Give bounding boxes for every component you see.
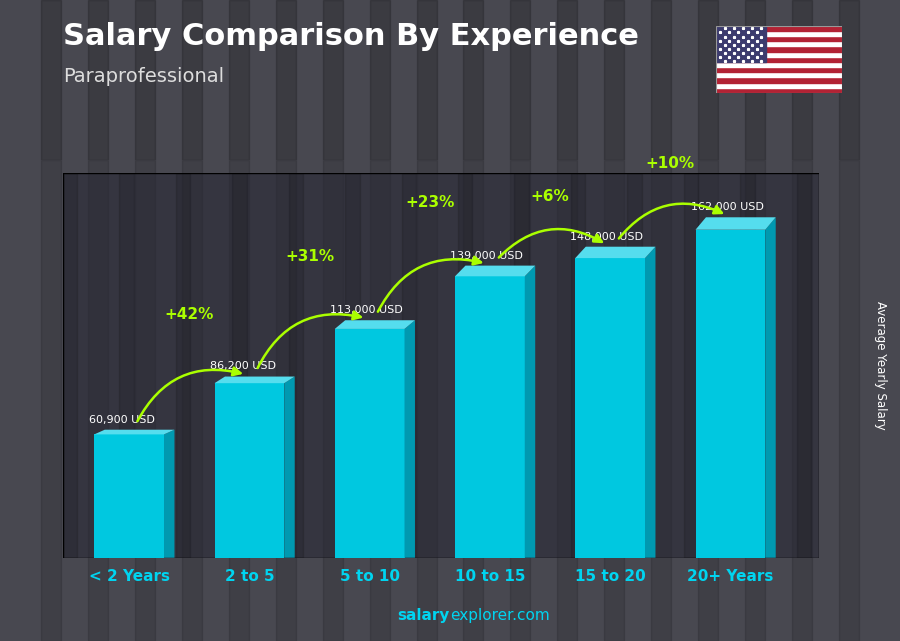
Bar xyxy=(335,329,404,558)
Text: 86,200 USD: 86,200 USD xyxy=(210,362,275,372)
Bar xyxy=(696,229,765,558)
Polygon shape xyxy=(525,265,535,558)
Bar xyxy=(229,160,248,641)
Bar xyxy=(716,41,842,46)
Bar xyxy=(176,173,190,558)
Bar xyxy=(716,46,842,51)
Bar xyxy=(135,0,155,160)
Bar xyxy=(214,383,284,558)
Bar xyxy=(370,160,390,641)
Text: explorer.com: explorer.com xyxy=(450,608,550,623)
Text: Salary Comparison By Experience: Salary Comparison By Experience xyxy=(63,22,639,51)
Bar xyxy=(716,88,842,93)
Bar xyxy=(510,160,530,641)
Polygon shape xyxy=(94,429,175,435)
Polygon shape xyxy=(214,376,294,383)
Text: +10%: +10% xyxy=(645,156,695,171)
Bar xyxy=(464,0,483,160)
Bar xyxy=(370,0,390,160)
Text: Average Yearly Salary: Average Yearly Salary xyxy=(874,301,886,429)
Bar xyxy=(792,160,812,641)
Bar xyxy=(792,0,812,160)
Text: 113,000 USD: 113,000 USD xyxy=(330,305,402,315)
Bar xyxy=(417,0,436,160)
Bar xyxy=(458,173,473,558)
Polygon shape xyxy=(335,320,415,329)
Bar xyxy=(571,173,585,558)
Bar xyxy=(401,173,416,558)
Bar xyxy=(232,173,247,558)
Bar xyxy=(796,173,811,558)
Bar xyxy=(120,173,134,558)
Bar xyxy=(652,0,671,160)
Text: 139,000 USD: 139,000 USD xyxy=(450,251,523,260)
Text: Paraprofessional: Paraprofessional xyxy=(63,67,224,87)
Bar xyxy=(716,56,842,62)
Bar xyxy=(229,0,248,160)
Bar xyxy=(88,160,108,641)
Polygon shape xyxy=(645,247,655,558)
Bar xyxy=(63,173,77,558)
Bar xyxy=(322,160,343,641)
Bar xyxy=(605,0,625,160)
Bar xyxy=(515,173,529,558)
Bar xyxy=(575,258,645,558)
Text: +23%: +23% xyxy=(405,195,454,210)
Text: 162,000 USD: 162,000 USD xyxy=(690,202,763,212)
Bar xyxy=(716,26,766,62)
Bar xyxy=(135,160,155,641)
Bar xyxy=(557,0,578,160)
Bar xyxy=(652,160,671,641)
Bar xyxy=(464,160,483,641)
FancyBboxPatch shape xyxy=(63,173,819,558)
Polygon shape xyxy=(284,376,294,558)
Bar xyxy=(716,31,842,36)
Bar xyxy=(745,160,765,641)
Bar xyxy=(322,0,343,160)
Bar xyxy=(839,0,860,160)
Bar xyxy=(716,62,842,67)
Bar xyxy=(698,160,718,641)
Bar xyxy=(417,160,436,641)
Bar xyxy=(40,160,61,641)
Bar xyxy=(289,173,303,558)
Bar xyxy=(275,0,295,160)
Bar xyxy=(605,160,625,641)
Bar xyxy=(40,0,61,160)
Bar xyxy=(455,276,525,558)
Bar xyxy=(182,0,202,160)
Polygon shape xyxy=(575,247,655,258)
Bar xyxy=(94,435,164,558)
Bar xyxy=(716,36,842,41)
Bar xyxy=(716,51,842,56)
Bar xyxy=(716,78,842,83)
Text: +31%: +31% xyxy=(285,249,334,264)
Bar xyxy=(745,0,765,160)
Bar xyxy=(716,26,842,31)
Polygon shape xyxy=(404,320,415,558)
Text: 60,900 USD: 60,900 USD xyxy=(89,415,156,424)
Bar xyxy=(345,173,360,558)
Bar xyxy=(698,0,718,160)
Bar xyxy=(275,160,295,641)
Polygon shape xyxy=(765,217,776,558)
Bar xyxy=(557,160,578,641)
Bar xyxy=(684,173,698,558)
Text: salary: salary xyxy=(398,608,450,623)
Polygon shape xyxy=(455,265,536,276)
Bar xyxy=(716,72,842,78)
Text: +42%: +42% xyxy=(165,306,214,322)
Polygon shape xyxy=(696,217,776,229)
Bar xyxy=(839,160,860,641)
Bar xyxy=(716,67,842,72)
Text: 148,000 USD: 148,000 USD xyxy=(571,231,644,242)
Bar xyxy=(182,160,202,641)
Polygon shape xyxy=(164,429,175,558)
Bar xyxy=(627,173,642,558)
Bar xyxy=(716,83,842,88)
Bar xyxy=(510,0,530,160)
Bar xyxy=(88,0,108,160)
Bar xyxy=(740,173,754,558)
Text: +6%: +6% xyxy=(531,188,570,204)
